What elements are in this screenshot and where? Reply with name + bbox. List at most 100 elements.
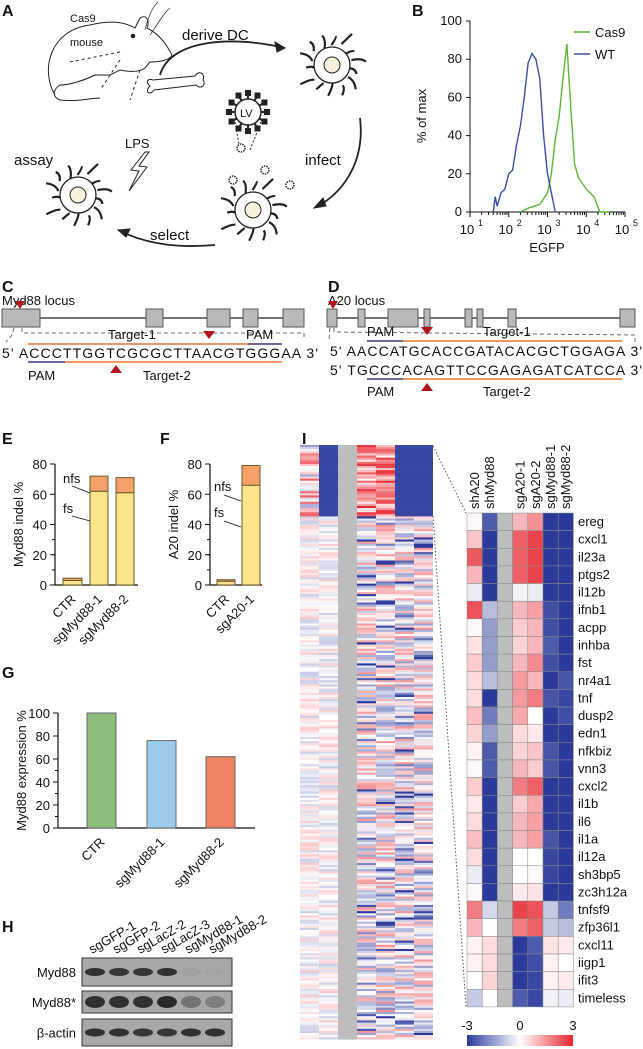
overview-heatmap-cell <box>395 787 414 790</box>
heatmap-cell <box>557 689 574 708</box>
overview-heatmap-cell <box>357 592 376 595</box>
heatmap-cell <box>466 812 483 831</box>
heatmap-cell <box>481 794 498 814</box>
overview-heatmap-cell <box>376 657 395 660</box>
heatmap-cell <box>466 900 483 919</box>
overview-heatmap-cell <box>414 1022 433 1025</box>
overview-heatmap-cell <box>338 802 357 805</box>
overview-heatmap-cell <box>300 503 319 507</box>
overview-heatmap-cell <box>338 478 357 481</box>
overview-heatmap-cell <box>357 1005 376 1009</box>
overview-heatmap-cell <box>414 673 433 677</box>
overview-heatmap-cell <box>300 499 319 502</box>
overview-heatmap-cell <box>395 703 414 706</box>
heatmap-cell <box>527 636 544 655</box>
overview-heatmap-cell <box>414 883 433 887</box>
overview-heatmap-cell <box>300 526 319 530</box>
overview-heatmap-cell <box>338 711 357 715</box>
y-tick-label: 0 <box>40 578 47 593</box>
overview-heatmap-cell <box>376 510 395 513</box>
overview-heatmap-cell <box>395 844 414 847</box>
overview-heatmap-cell <box>319 539 338 542</box>
overview-heatmap-cell <box>376 944 395 948</box>
overview-heatmap-cell <box>300 604 319 607</box>
overview-heatmap-cell <box>319 522 338 526</box>
overview-heatmap-cell <box>338 749 357 752</box>
overview-heatmap-cell <box>395 898 414 901</box>
protein-band <box>109 1028 129 1037</box>
overview-heatmap-cell <box>395 802 414 805</box>
overview-heatmap-cell <box>376 846 395 849</box>
overview-heatmap-cell <box>357 606 376 610</box>
overview-heatmap-cell <box>395 531 414 534</box>
overview-heatmap-cell <box>376 503 395 507</box>
overview-heatmap-cell <box>338 1035 357 1038</box>
row-label: zc3h12a <box>578 884 628 899</box>
panel-label-c: C <box>2 279 14 296</box>
overview-heatmap-cell <box>300 722 319 725</box>
overview-heatmap-cell <box>338 610 357 614</box>
zoom-guide <box>5 327 305 343</box>
overview-heatmap-cell <box>395 963 414 967</box>
heatmap-cell <box>512 618 529 637</box>
overview-heatmap-cell <box>319 730 338 733</box>
overview-heatmap-cell <box>338 978 357 981</box>
overview-heatmap-cell <box>319 520 338 523</box>
overview-heatmap-cell <box>319 1001 338 1004</box>
overview-heatmap-cell <box>357 760 376 763</box>
overview-heatmap-cell <box>319 972 338 975</box>
overview-heatmap-cell <box>300 852 319 855</box>
overview-heatmap-cell <box>414 497 433 500</box>
overview-heatmap-cell <box>395 468 414 471</box>
overview-heatmap-cell <box>338 732 357 736</box>
overview-heatmap-cell <box>338 449 357 452</box>
overview-heatmap-cell <box>414 573 433 576</box>
overview-heatmap-cell <box>376 850 395 853</box>
overview-heatmap-cell <box>357 810 376 813</box>
overview-heatmap-cell <box>338 715 357 719</box>
overview-heatmap-cell <box>376 923 395 927</box>
overview-heatmap-cell <box>376 474 395 477</box>
overview-heatmap-cell <box>395 690 414 694</box>
overview-heatmap-cell <box>300 596 319 599</box>
overview-heatmap-cell <box>300 911 319 914</box>
bar-fs <box>115 492 135 586</box>
heatmap-cell <box>557 759 574 778</box>
y-tick-label: 20 <box>448 166 462 181</box>
overview-heatmap-cell <box>300 676 319 679</box>
overview-heatmap-cell <box>319 594 338 597</box>
overview-heatmap-cell <box>395 942 414 946</box>
overview-heatmap-cell <box>414 890 433 893</box>
overview-heatmap-cell <box>376 558 395 561</box>
overview-heatmap-cell <box>338 1026 357 1030</box>
overview-heatmap-cell <box>357 778 376 782</box>
overview-heatmap-cell <box>357 888 376 891</box>
overview-heatmap-cell <box>300 631 319 635</box>
overview-heatmap-cell <box>414 984 433 988</box>
overview-heatmap-cell <box>338 886 357 889</box>
overview-heatmap-cell <box>357 921 376 925</box>
overview-heatmap-cell <box>395 946 414 950</box>
bar-fs <box>216 580 236 586</box>
overview-heatmap-cell <box>376 682 395 685</box>
overview-heatmap-cell <box>300 558 319 561</box>
overview-heatmap-cell <box>414 768 433 771</box>
overview-heatmap-cell <box>357 495 376 498</box>
overview-heatmap-cell <box>376 466 395 469</box>
overview-heatmap-cell <box>338 484 357 488</box>
overview-heatmap-cell <box>357 854 376 857</box>
overview-heatmap-cell <box>300 932 319 935</box>
overview-heatmap-cell <box>395 848 414 851</box>
overview-heatmap-cell <box>300 1007 319 1011</box>
overview-heatmap-cell <box>357 1033 376 1036</box>
overview-heatmap-cell <box>376 1012 395 1015</box>
overview-heatmap-cell <box>319 711 338 715</box>
a20-locus-title: A20 locus <box>328 293 386 308</box>
overview-heatmap-cell <box>357 489 376 492</box>
overview-heatmap-cell <box>338 550 357 553</box>
overview-heatmap-cell <box>395 736 414 740</box>
overview-heatmap-cell <box>319 512 338 515</box>
overview-heatmap-cell <box>376 516 395 519</box>
heatmap-cell <box>481 548 498 567</box>
overview-heatmap-cell <box>395 510 414 513</box>
